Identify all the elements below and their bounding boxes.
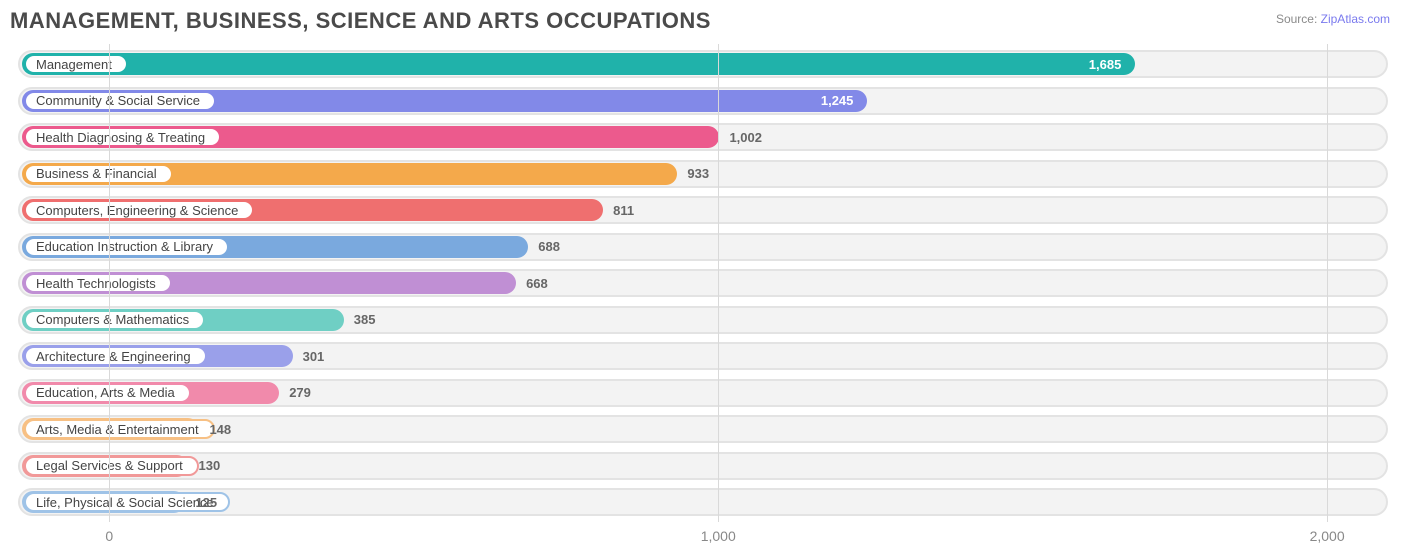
- bar-row: Arts, Media & Entertainment148: [18, 415, 1388, 443]
- bar-category-pill: Management: [24, 54, 128, 74]
- x-tick-label: 2,000: [1310, 528, 1345, 544]
- source-prefix: Source:: [1276, 12, 1321, 26]
- chart-container: MANAGEMENT, BUSINESS, SCIENCE AND ARTS O…: [0, 0, 1406, 558]
- bar-row: Education, Arts & Media 279: [18, 379, 1388, 407]
- bar-row: Management 1,685: [18, 50, 1388, 78]
- bars-group: Management 1,685 Community & Social Servic…: [18, 50, 1388, 516]
- source-link[interactable]: ZipAtlas.com: [1321, 12, 1390, 26]
- bar-row: Health Diagnosing & Treating 1,002: [18, 123, 1388, 151]
- bar-value-label: 125: [195, 488, 217, 516]
- bar-value-label: 933: [687, 160, 709, 188]
- bar-row: Legal Services & Support130: [18, 452, 1388, 480]
- bar-value-label: 668: [526, 269, 548, 297]
- plot-area: Management 1,685 Community & Social Servic…: [18, 44, 1388, 522]
- grid-line: [109, 44, 110, 522]
- bar-value-label: 811: [613, 196, 634, 224]
- bar-value-label: 385: [354, 306, 376, 334]
- bar-track: [18, 452, 1388, 480]
- bar-category-pill: Arts, Media & Entertainment: [24, 419, 215, 439]
- bar-row: Computers, Engineering & Science 811: [18, 196, 1388, 224]
- bar-row: Business & Financial 933: [18, 160, 1388, 188]
- x-axis: 0 1,000 2,000: [18, 528, 1388, 548]
- bar-category-pill: Health Diagnosing & Treating: [24, 127, 221, 147]
- bar-category-pill: Education, Arts & Media: [24, 383, 191, 403]
- grid-line: [718, 44, 719, 522]
- bar-category-pill: Computers, Engineering & Science: [24, 200, 254, 220]
- bar-category-pill: Education Instruction & Library: [24, 237, 229, 257]
- x-tick-label: 1,000: [701, 528, 736, 544]
- bar-value-label: 301: [303, 342, 325, 370]
- bar-fill: [22, 53, 1135, 75]
- bar-category-pill: Legal Services & Support: [24, 456, 199, 476]
- bar-category-pill: Architecture & Engineering: [24, 346, 207, 366]
- bar-row: Education Instruction & Library 688: [18, 233, 1388, 261]
- grid-line: [1327, 44, 1328, 522]
- x-tick-label: 0: [105, 528, 113, 544]
- source-attribution: Source: ZipAtlas.com: [1276, 8, 1396, 26]
- bar-value-label: 279: [289, 379, 311, 407]
- bar-value-label: 1,685: [1089, 50, 1122, 78]
- bar-row: Architecture & Engineering 301: [18, 342, 1388, 370]
- chart-title: MANAGEMENT, BUSINESS, SCIENCE AND ARTS O…: [10, 8, 711, 34]
- bar-row: Community & Social Service 1,245: [18, 87, 1388, 115]
- header-row: MANAGEMENT, BUSINESS, SCIENCE AND ARTS O…: [10, 8, 1396, 34]
- bar-category-pill: Community & Social Service: [24, 91, 216, 111]
- bar-value-label: 130: [198, 452, 220, 480]
- bar-category-pill: Health Technologists: [24, 273, 172, 293]
- bar-row: Health Technologists 668: [18, 269, 1388, 297]
- bar-row: Life, Physical & Social Science125: [18, 488, 1388, 516]
- bar-category-pill: Business & Financial: [24, 164, 173, 184]
- bar-value-label: 1,002: [729, 123, 762, 151]
- bar-value-label: 1,245: [821, 87, 854, 115]
- bar-category-pill: Computers & Mathematics: [24, 310, 205, 330]
- bar-value-label: 688: [538, 233, 560, 261]
- bar-row: Computers & Mathematics 385: [18, 306, 1388, 334]
- bar-value-label: 148: [209, 415, 231, 443]
